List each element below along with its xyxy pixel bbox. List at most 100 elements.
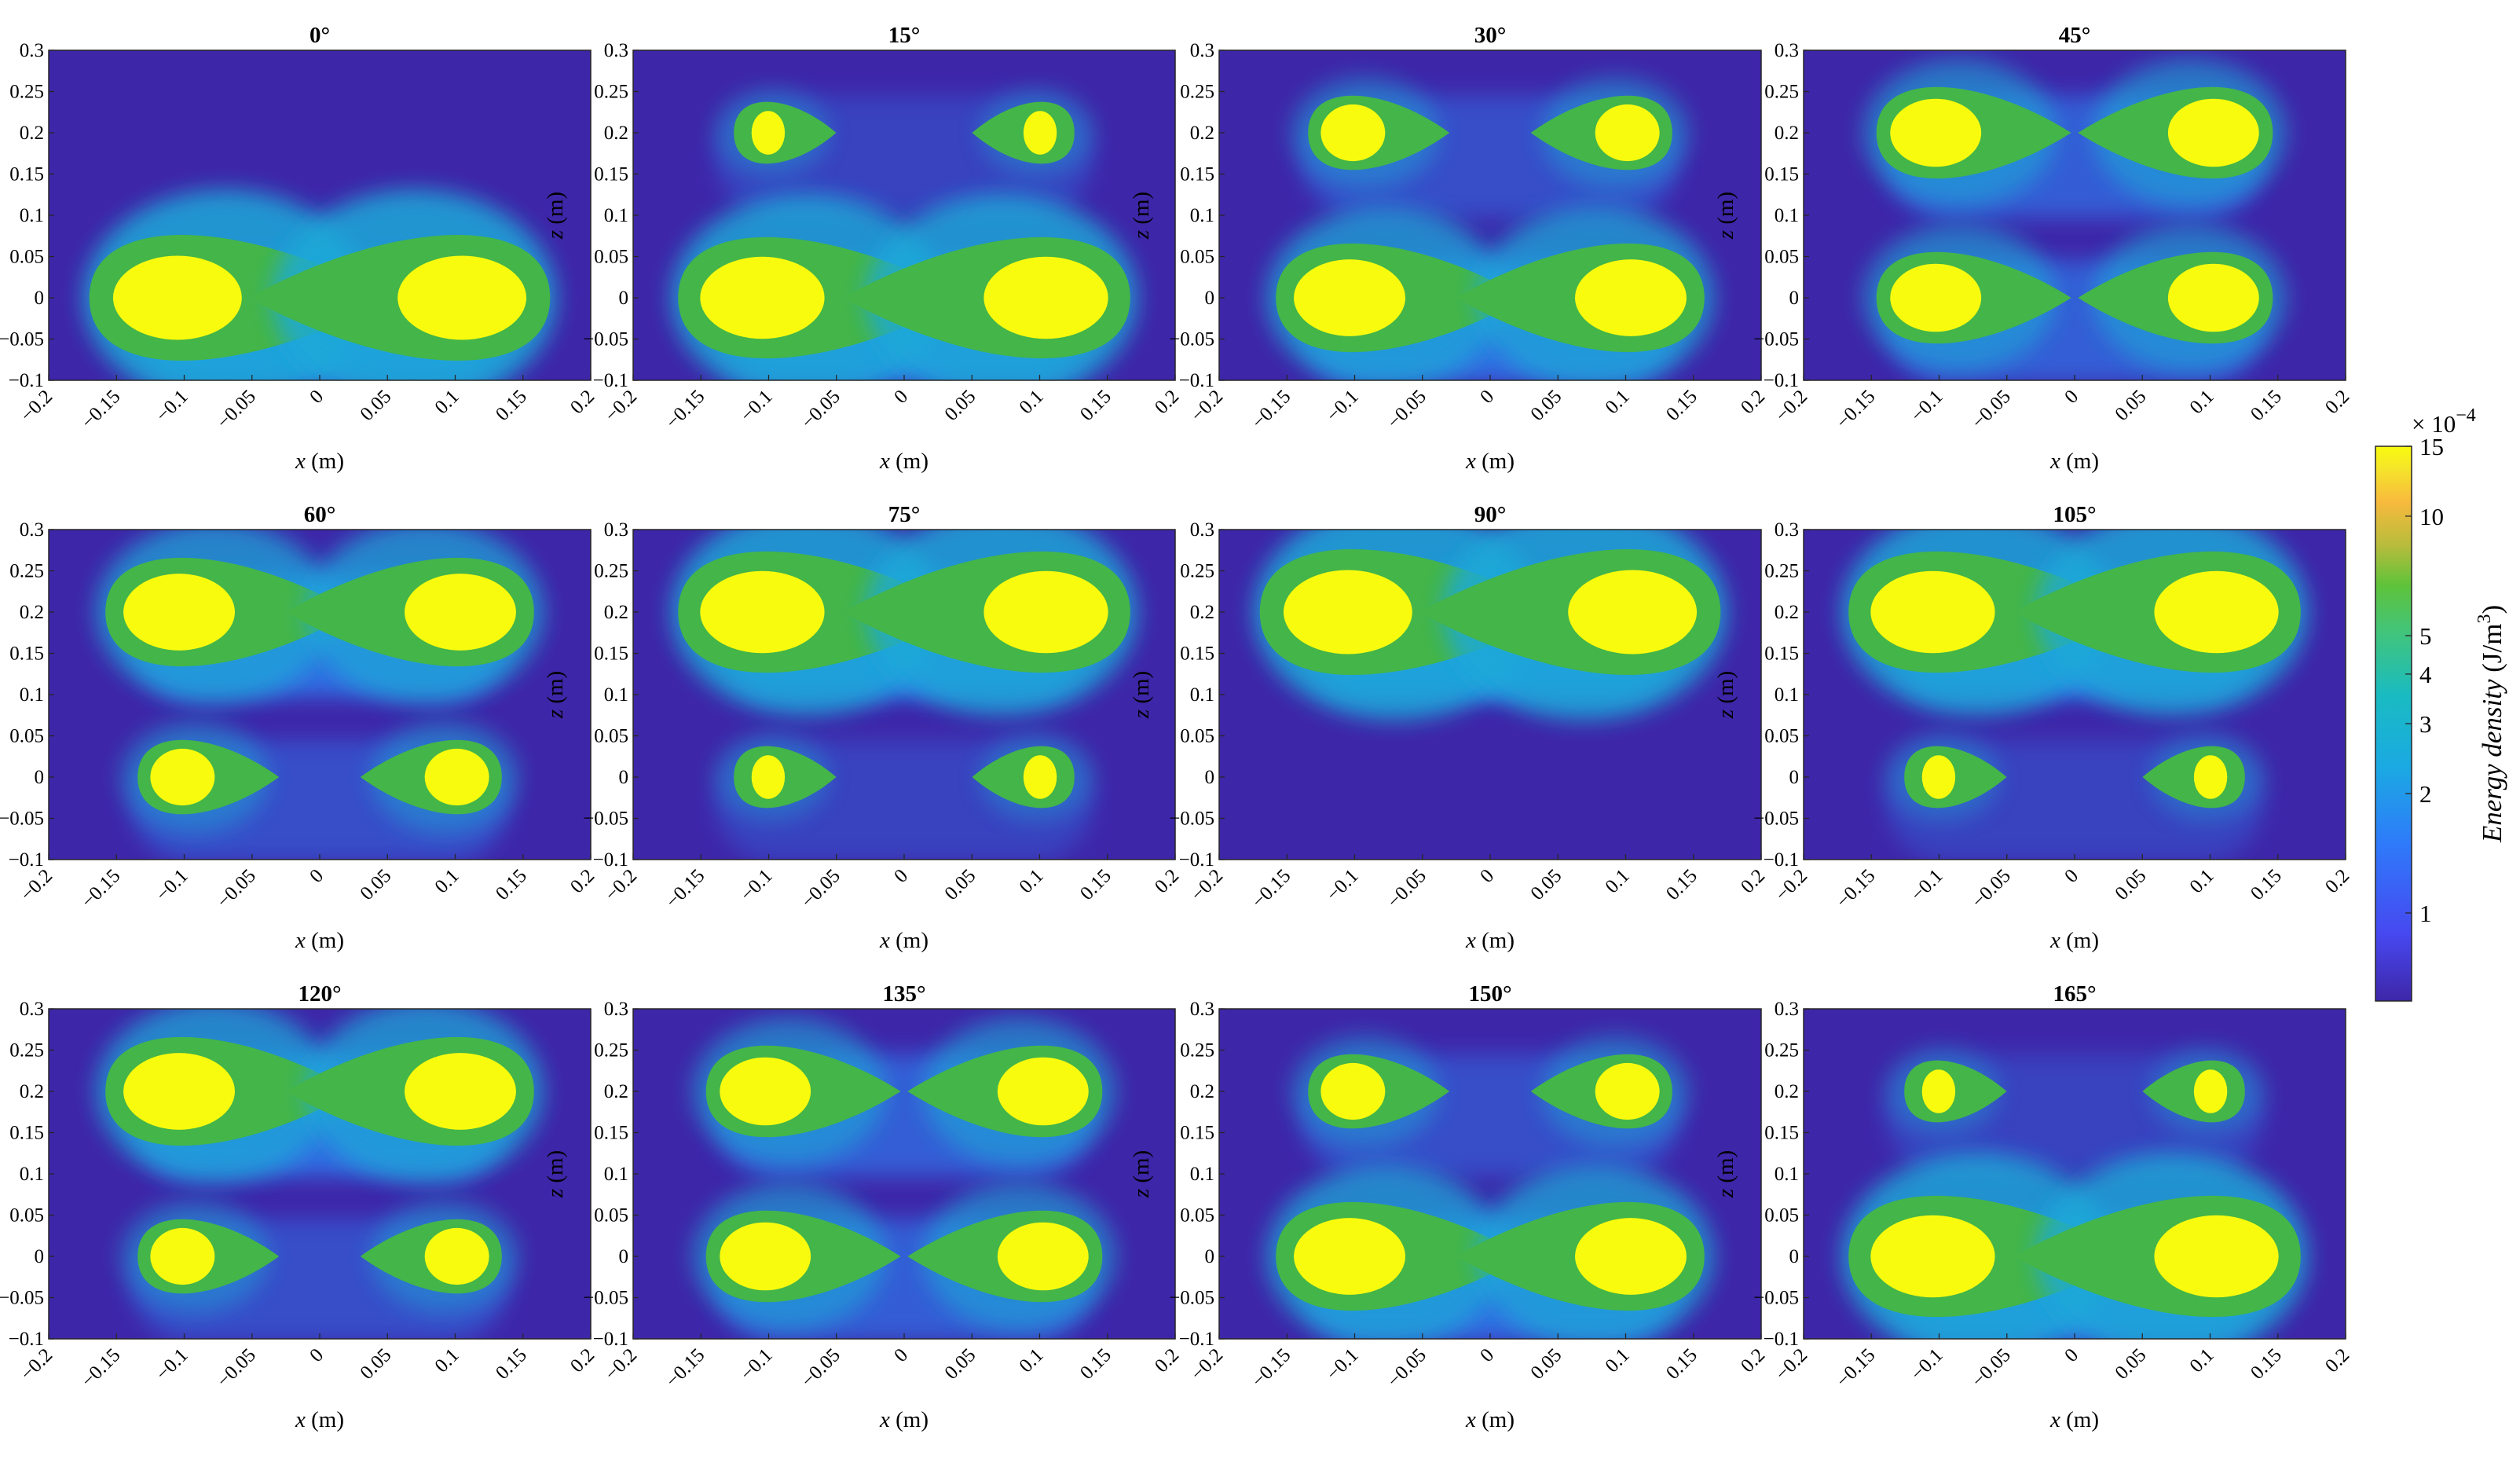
hotspot-core <box>700 256 825 339</box>
y-tick-label: 0.15 <box>1764 164 1799 185</box>
y-tick-label: 0.2 <box>604 602 628 623</box>
y-tick-label: −0.05 <box>1753 1288 1799 1309</box>
y-tick-label: 0.05 <box>1764 247 1799 268</box>
panel-title: 45° <box>2059 23 2091 48</box>
x-tick-label: −0.05 <box>1383 865 1430 912</box>
y-tick-label: 0.1 <box>20 1164 44 1185</box>
y-tick-label: 0.3 <box>604 999 628 1020</box>
x-axis-label: x (m) <box>295 928 344 953</box>
y-tick-label: −0.05 <box>0 808 44 830</box>
x-tick-label: −0.2 <box>601 865 641 905</box>
y-tick-label: −0.1 <box>1764 370 1799 391</box>
x-tick-label: −0.05 <box>797 865 844 912</box>
x-tick-label: 0.05 <box>940 1344 980 1384</box>
y-axis-label: z (m) <box>543 192 568 240</box>
y-tick-label: 0.25 <box>594 1040 628 1062</box>
field <box>1863 59 2287 380</box>
y-tick-label: 0.2 <box>1190 123 1214 144</box>
x-tick-label: −0.05 <box>1968 865 2015 912</box>
x-tick-label: 0 <box>890 1344 912 1366</box>
y-tick-label: 0 <box>1205 1246 1215 1267</box>
x-axis-label: x (m) <box>1465 449 1515 474</box>
x-tick-label: −0.2 <box>601 386 641 426</box>
x-tick-label: 0 <box>890 386 912 408</box>
hotspot-core <box>424 1227 489 1285</box>
hotspot-core <box>997 1057 1089 1126</box>
hotspot-core <box>1294 259 1405 336</box>
x-tick-label: 0.15 <box>1076 865 1115 904</box>
y-tick-label: 0.25 <box>1764 1040 1799 1062</box>
x-tick-label: 0.2 <box>2321 386 2353 418</box>
x-tick-label: 0.1 <box>2186 865 2218 897</box>
x-tick-label: −0.05 <box>213 1344 260 1392</box>
x-tick-label: −0.2 <box>16 865 57 905</box>
x-tick-label: −0.1 <box>152 865 192 905</box>
x-tick-label: −0.05 <box>1968 1344 2015 1392</box>
hotspot-core <box>2167 263 2259 332</box>
colorbar-tick-label: 2 <box>2419 780 2432 808</box>
y-tick-label: 0.15 <box>594 1123 628 1144</box>
hotspot-core <box>751 755 786 799</box>
y-tick-label: 0.15 <box>9 644 44 665</box>
y-tick-label: 0.2 <box>20 123 44 144</box>
y-tick-label: 0.1 <box>1775 684 1799 706</box>
panel-title: 75° <box>888 502 921 527</box>
y-tick-label: 0.25 <box>9 1040 44 1062</box>
y-tick-label: 0 <box>35 767 45 788</box>
y-tick-label: 0.15 <box>9 1123 44 1144</box>
panel-grid: 0°0.30.250.20.150.10.050−0.05−0.1−0.2 −0.… <box>0 23 2353 1432</box>
hotspot-core <box>1921 1069 1956 1113</box>
y-tick-label: 0.05 <box>594 247 628 268</box>
y-tick-label: −0.05 <box>1753 808 1799 830</box>
y-tick-label: 0.2 <box>1775 123 1799 144</box>
hotspot-core <box>1921 755 1956 799</box>
x-tick-label: 0.05 <box>1526 865 1566 904</box>
hotspot-core <box>150 748 215 806</box>
y-tick-label: 0.05 <box>594 726 628 747</box>
hotspot-core <box>1575 1218 1687 1295</box>
y-tick-label: −0.05 <box>0 329 44 350</box>
x-tick-label: −0.15 <box>1832 865 1879 912</box>
x-axis-label: x (m) <box>2049 449 2099 474</box>
y-tick-label: −0.1 <box>1764 1329 1799 1350</box>
colorbar-tick-label: 1 <box>2419 900 2432 927</box>
panel-title: 30° <box>1474 23 1507 48</box>
x-tick-label: 0.1 <box>1602 386 1634 418</box>
y-tick-label: 0 <box>1789 767 1800 788</box>
x-tick-label: 0 <box>306 865 328 887</box>
x-tick-label: −0.05 <box>213 865 260 912</box>
y-tick-label: 0.3 <box>604 40 628 61</box>
hotspot-core <box>720 1222 811 1291</box>
x-tick-label: −0.15 <box>77 1344 124 1392</box>
x-tick-label: 0.1 <box>1602 1344 1634 1377</box>
x-tick-label: 0.2 <box>2321 865 2353 897</box>
x-tick-label: −0.15 <box>1247 1344 1295 1392</box>
colorbar-tick-label: 15 <box>2419 433 2444 460</box>
x-tick-label: 0.15 <box>492 386 531 425</box>
y-axis-label: z (m) <box>1129 1150 1154 1198</box>
y-tick-label: 0.25 <box>9 561 44 582</box>
hotspot-core <box>1294 1218 1405 1295</box>
x-axis-label: x (m) <box>1465 928 1515 953</box>
x-tick-label: −0.2 <box>1771 865 1811 905</box>
x-tick-label: −0.05 <box>797 1344 844 1392</box>
y-tick-label: 0.3 <box>20 519 44 541</box>
y-tick-label: 0.3 <box>1775 999 1799 1020</box>
y-tick-label: 0.25 <box>1764 561 1799 582</box>
y-tick-label: 0.25 <box>1180 1040 1214 1062</box>
x-tick-label: 0.05 <box>356 1344 395 1384</box>
x-tick-label: 0.15 <box>492 1344 531 1384</box>
y-tick-label: 0 <box>35 288 45 309</box>
field <box>671 530 1137 860</box>
colorbar-tick-label: 10 <box>2419 503 2444 530</box>
y-tick-label: 0.25 <box>9 82 44 103</box>
panel-title: 120° <box>298 981 341 1006</box>
y-tick-label: 0.05 <box>1180 726 1214 747</box>
x-tick-label: −0.15 <box>661 386 709 433</box>
x-tick-label: 0.15 <box>2247 386 2286 425</box>
x-tick-label: −0.1 <box>1907 1344 1947 1384</box>
x-tick-label: 0 <box>1476 865 1498 887</box>
x-tick-label: 0 <box>890 865 912 887</box>
y-tick-label: 0.3 <box>1190 40 1214 61</box>
x-tick-label: −0.05 <box>797 386 844 433</box>
